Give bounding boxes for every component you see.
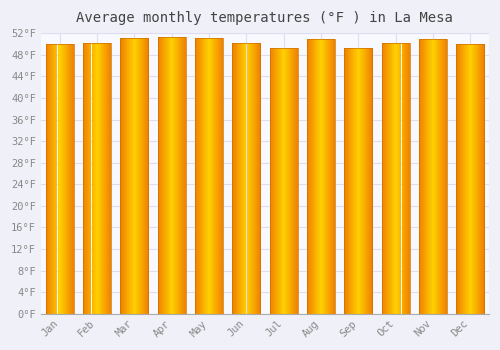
Bar (419, 38, 447, 314)
Title: Average monthly temperatures (°F ) in La Mesa: Average monthly temperatures (°F ) in La… (76, 11, 454, 25)
Bar (195, 38, 223, 314)
Bar (46, 44, 74, 314)
Bar (83, 43, 111, 314)
Bar (307, 38, 335, 314)
Bar (232, 43, 260, 314)
Bar (344, 48, 372, 314)
Bar (456, 44, 484, 314)
Bar (120, 37, 148, 314)
Bar (158, 37, 186, 314)
Bar (270, 48, 297, 314)
Bar (382, 43, 409, 314)
